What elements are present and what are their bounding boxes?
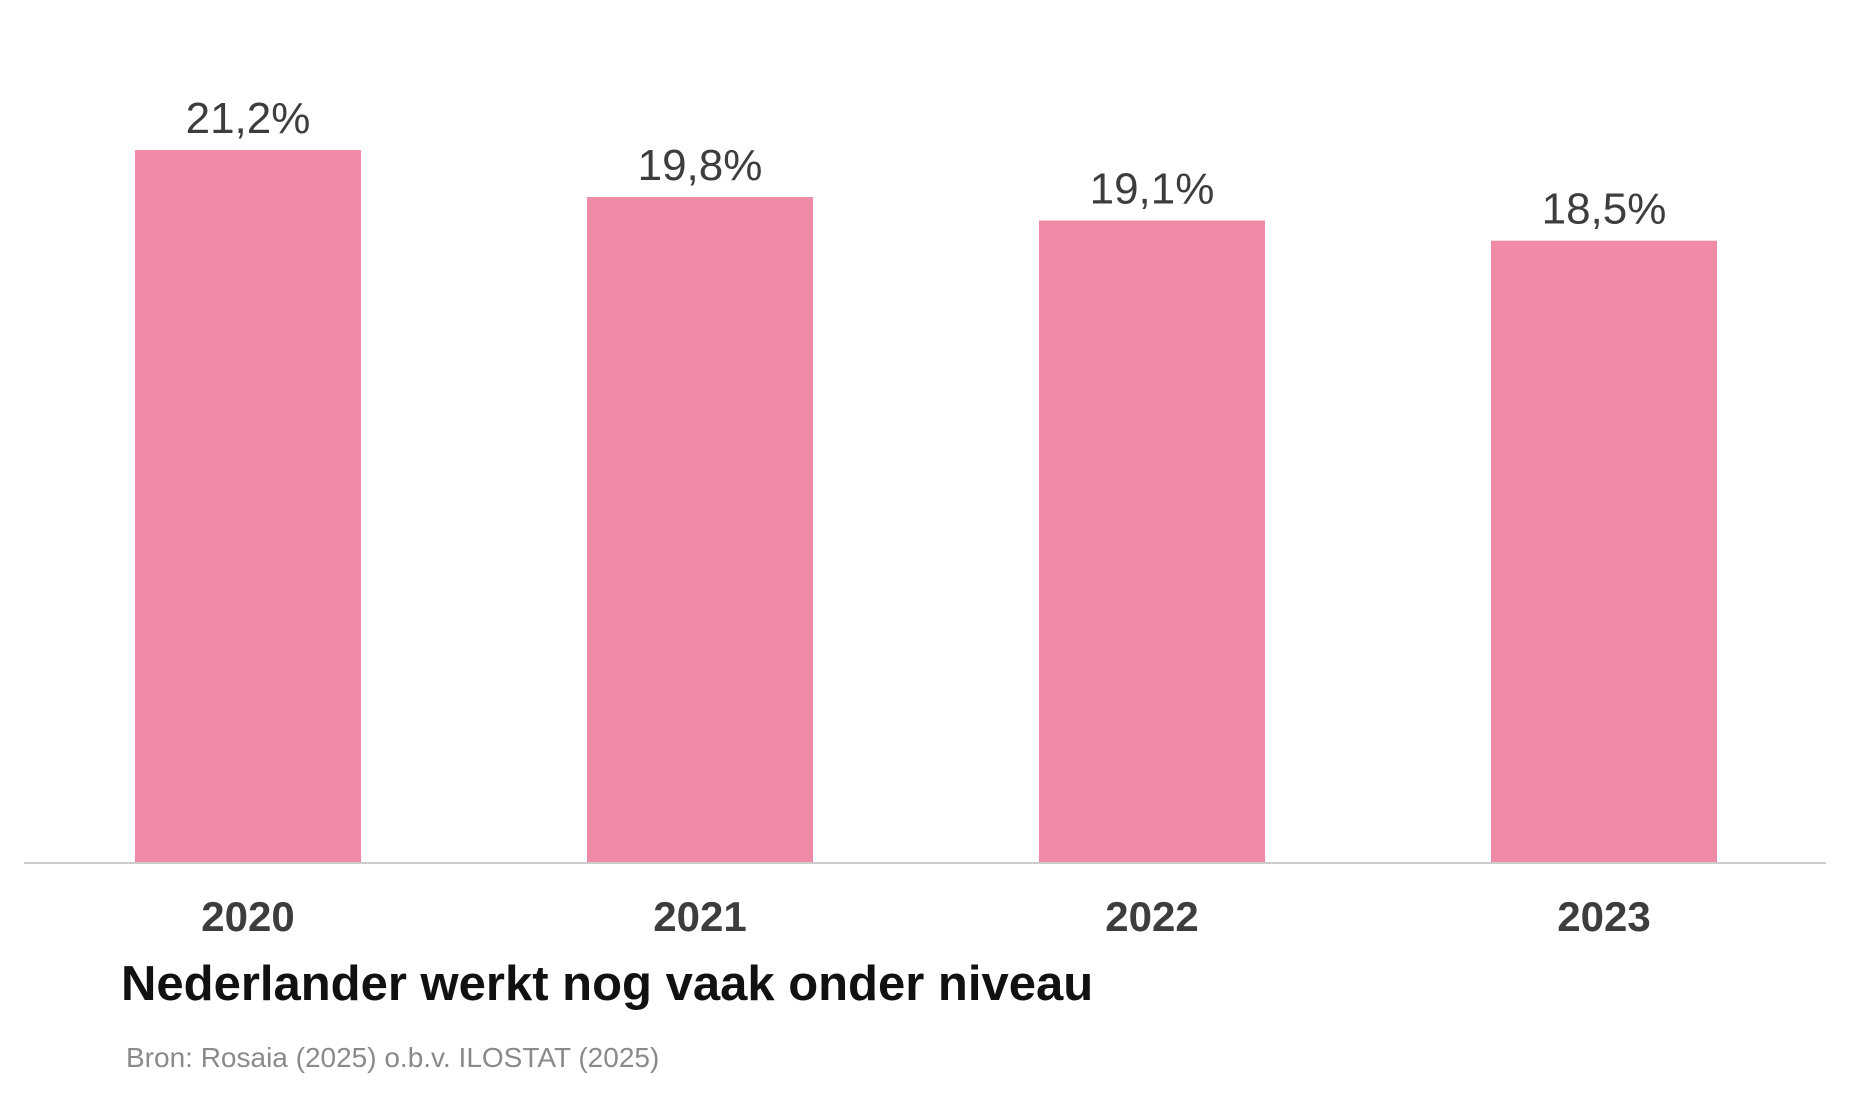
bar-2023 <box>1491 240 1717 862</box>
value-label-2021: 19,8% <box>638 141 763 190</box>
value-label-2023: 18,5% <box>1542 185 1667 234</box>
bar-2022 <box>1039 220 1265 862</box>
category-labels-group: 2020 2021 2022 2023 <box>201 893 1650 940</box>
value-label-2022: 19,1% <box>1090 165 1215 214</box>
value-label-2020: 21,2% <box>186 94 311 143</box>
bar-2021 <box>587 197 813 863</box>
source-note: Bron: Rosaia (2025) o.b.v. ILOSTAT (2025… <box>126 1042 660 1073</box>
category-label-2022: 2022 <box>1105 893 1198 940</box>
bars-group <box>135 150 1717 863</box>
category-label-2023: 2023 <box>1557 893 1650 940</box>
category-label-2021: 2021 <box>653 893 746 940</box>
chart-title: Nederlander werkt nog vaak onder niveau <box>121 957 1094 1011</box>
category-label-2020: 2020 <box>201 893 294 940</box>
value-labels-group: 21,2% 19,8% 19,1% 18,5% <box>186 94 1667 234</box>
bar-2020 <box>135 150 361 862</box>
